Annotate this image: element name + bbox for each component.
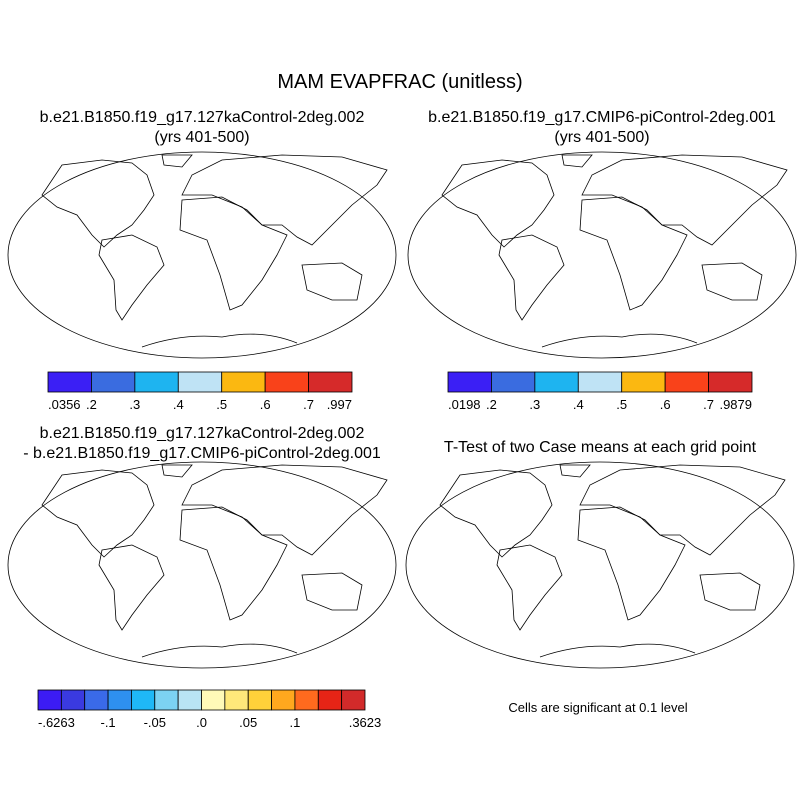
colorbar-box <box>134 371 179 393</box>
insignificant-cell <box>753 642 759 647</box>
colorbar-box <box>91 371 136 393</box>
colorbar-box <box>224 689 249 711</box>
colorbar-box <box>177 371 223 393</box>
map-outline <box>7 461 397 669</box>
map-outline <box>405 461 795 669</box>
map-background <box>408 152 796 358</box>
colorbar-label: .3 <box>129 397 140 412</box>
panel-title: (yrs 401-500) <box>554 129 649 146</box>
colorbar-box <box>491 371 536 393</box>
colorbar-box <box>60 689 86 711</box>
colorbar-label: .0 <box>196 715 207 730</box>
colorbar-box <box>577 371 623 393</box>
panel-title: - b.e21.B1850.f19_g17.CMIP6-piControl-2d… <box>23 445 381 462</box>
colorbar-label: .05 <box>239 715 257 730</box>
colorbar-box <box>664 371 709 393</box>
colorbar-box <box>247 689 272 711</box>
colorbar-label: .5 <box>216 397 227 412</box>
antarctica-coast <box>141 333 298 348</box>
colorbar-box <box>308 371 353 393</box>
note: Cells are significant at 0.1 level <box>508 700 687 715</box>
map-outline <box>7 151 397 359</box>
colorbar-label: .7 <box>303 397 314 412</box>
antarctica-coast <box>539 643 696 658</box>
map <box>407 151 797 359</box>
colorbar-label: .1 <box>290 715 301 730</box>
colorbar-box <box>534 371 579 393</box>
panel-title: (yrs 401-500) <box>154 129 249 146</box>
colorbar-label: .9879 <box>719 397 752 412</box>
colorbar-box <box>341 689 366 711</box>
colorbar-box <box>131 689 156 711</box>
colorbar-box <box>271 689 296 711</box>
colorbar-label: -.05 <box>144 715 166 730</box>
panel-title: T-Test of two Case means at each grid po… <box>444 439 757 456</box>
colorbar-box <box>154 689 179 711</box>
map-background <box>406 462 794 668</box>
colorbar-label: -.6263 <box>38 715 75 730</box>
colorbar-label: .6 <box>660 397 671 412</box>
colorbar-box <box>201 689 226 711</box>
colorbar-box <box>47 371 92 393</box>
colorbar-box <box>294 689 319 711</box>
colorbar-label: .5 <box>616 397 627 412</box>
insignificant-cell <box>727 658 737 663</box>
colorbar-box <box>708 371 753 393</box>
colorbar-box <box>447 371 492 393</box>
colorbar-label: .0198 <box>448 397 481 412</box>
colorbar-label: -.1 <box>100 715 115 730</box>
colorbar-box <box>317 689 343 711</box>
colorbar-box <box>37 689 62 711</box>
insignificant-cell <box>689 656 703 661</box>
colorbar-label: .0356 <box>48 397 81 412</box>
colorbar-box <box>264 371 309 393</box>
insignificant-cell <box>461 644 475 649</box>
colorbar-box <box>621 371 666 393</box>
colorbar-box <box>221 371 266 393</box>
map <box>7 151 397 359</box>
figure-title: MAM EVAPFRAC (unitless) <box>277 71 522 93</box>
colorbar-label: .3 <box>529 397 540 412</box>
colorbar-label: .997 <box>327 397 352 412</box>
colorbar-label: .6 <box>260 397 271 412</box>
map-background <box>8 462 396 668</box>
colorbar-box <box>107 689 132 711</box>
colorbar-label: .7 <box>703 397 714 412</box>
panel-title: b.e21.B1850.f19_g17.127kaControl-2deg.00… <box>40 109 365 126</box>
map-background <box>8 152 396 358</box>
colorbar-label: .4 <box>173 397 184 412</box>
panel-title: b.e21.B1850.f19_g17.127kaControl-2deg.00… <box>40 425 365 442</box>
colorbar-label: .3623 <box>349 715 382 730</box>
map <box>405 461 795 669</box>
colorbar-label: .4 <box>573 397 584 412</box>
map <box>7 461 397 669</box>
panel-title: b.e21.B1850.f19_g17.CMIP6-piControl-2deg… <box>428 109 776 126</box>
colorbar-label: .2 <box>86 397 97 412</box>
insignificant-cell <box>440 470 441 475</box>
map-outline <box>407 151 797 359</box>
colorbar-label: .2 <box>486 397 497 412</box>
antarctica-coast <box>541 333 698 348</box>
colorbar-box <box>177 689 202 711</box>
antarctica-coast <box>141 643 298 658</box>
colorbar-box <box>84 689 109 711</box>
